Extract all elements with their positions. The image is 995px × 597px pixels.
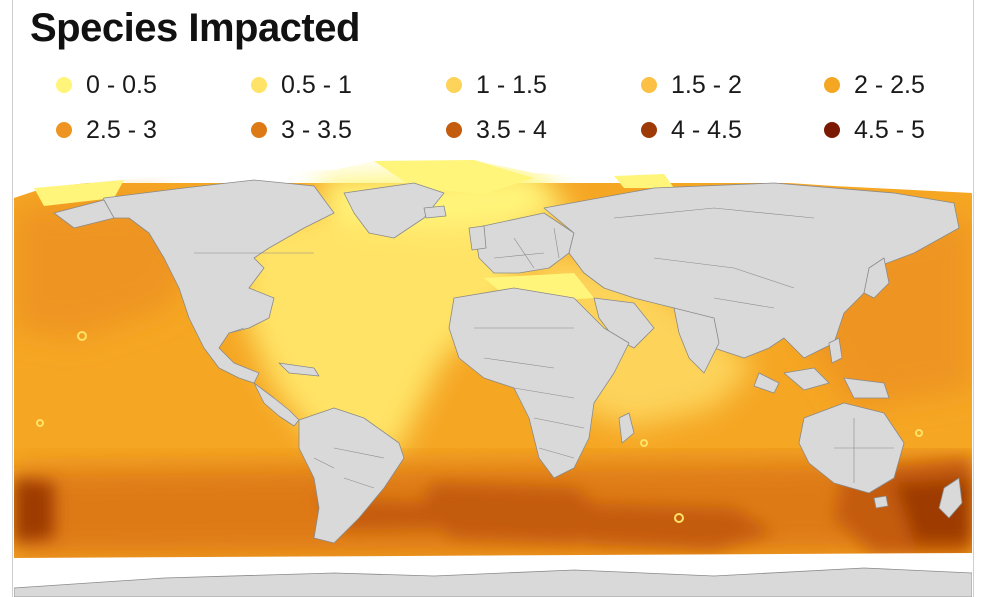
legend-label: 2.5 - 3 [86,115,157,144]
hawaii-marker [77,331,87,341]
land-layer [14,179,972,597]
legend-swatch-icon [641,122,657,138]
iceland [423,205,447,219]
legend-swatch-icon [251,122,267,138]
legend-swatch-icon [824,122,840,138]
british-isles [468,225,487,251]
legend-item: 2 - 2.5 [824,70,925,100]
asia-borders [613,207,815,309]
legend-swatch-icon [446,77,462,93]
legend-item: 2.5 - 3 [56,115,157,145]
alaska [53,199,115,229]
south-atlantic-dark-zone [414,483,614,543]
borneo [783,367,830,391]
legend-swatch-icon [824,77,840,93]
atlantic-light-zone [234,198,534,458]
japan [863,257,890,299]
us-mexico-border [228,327,245,334]
legend-swatch-icon [56,122,72,138]
arctic-coast-zone [34,180,124,206]
kerguelen-marker [674,513,684,523]
caribbean-islands [278,362,320,377]
philippines [828,337,843,364]
kara-zone [614,174,674,188]
legend-label: 0 - 0.5 [86,70,157,99]
legend: 0 - 0.5 0.5 - 1 1 - 1.5 1.5 - 2 2 - 2.5 … [56,70,956,150]
asia [543,182,960,359]
sumatra [753,372,780,394]
legend-swatch-icon [446,122,462,138]
legend-label: 2 - 2.5 [854,70,925,99]
india [673,307,720,374]
legend-item: 0 - 0.5 [56,70,157,100]
arctic-nodata [14,158,972,198]
legend-item: 4.5 - 5 [824,115,925,145]
south-america [298,407,405,544]
legend-swatch-icon [641,77,657,93]
mauritius-marker [640,439,648,447]
legend-item: 3 - 3.5 [251,115,352,145]
legend-item: 1 - 1.5 [446,70,547,100]
legend-label: 4.5 - 5 [854,115,925,144]
legend-label: 1.5 - 2 [671,70,742,99]
madagascar [618,412,635,444]
legend-swatch-icon [56,77,72,93]
country-borders [194,207,894,489]
south-america-borders [313,447,385,489]
legend-item: 1.5 - 2 [641,70,742,100]
new-zealand [938,477,963,519]
pacific-island-east-marker [915,429,923,437]
legend-label: 3.5 - 4 [476,115,547,144]
arabian-peninsula [593,297,655,349]
australia-borders [834,418,894,483]
legend-label: 4 - 4.5 [671,115,742,144]
pacific-island-marker [36,419,44,427]
europe [473,212,575,274]
island-markers [36,331,923,523]
map-title: Species Impacted [30,6,360,50]
tasmania [873,495,889,509]
central-america [253,382,300,427]
south-indian-dark-zone [574,503,774,550]
greenland [343,182,445,239]
legend-label: 0.5 - 1 [281,70,352,99]
legend-swatch-icon [251,77,267,93]
legend-item: 3.5 - 4 [446,115,547,145]
west-edge-dark-zone [14,478,54,543]
legend-label: 3 - 3.5 [281,115,352,144]
legend-item: 4 - 4.5 [641,115,742,145]
europe-borders [493,227,560,269]
legend-item: 0.5 - 1 [251,70,352,100]
new-guinea [843,377,890,399]
antarctica [14,567,972,597]
world-map [14,158,972,597]
africa-borders [474,327,585,459]
north-america [93,179,335,384]
africa [448,287,630,479]
legend-label: 1 - 1.5 [476,70,547,99]
